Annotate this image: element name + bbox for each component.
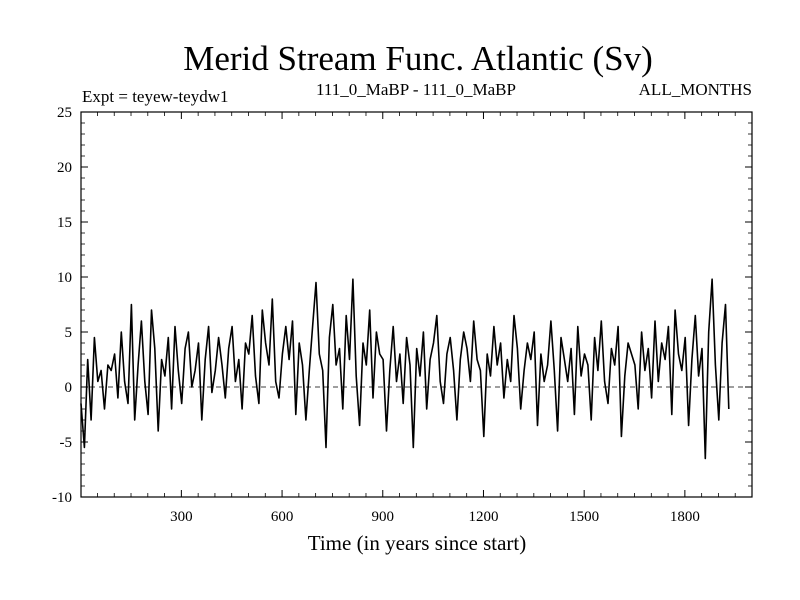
x-tick-label: 1800 <box>670 509 700 525</box>
y-tick-label: 15 <box>57 215 72 231</box>
chart-title: Merid Stream Func. Atlantic (Sv) <box>183 39 653 78</box>
x-axis: 300 600 900 1200 1500 1800 <box>97 112 736 525</box>
period-label: 111_0_MaBP - 111_0_MaBP <box>316 80 516 99</box>
x-tick-label: 1200 <box>468 509 498 525</box>
experiment-label: Expt = teyew-teydw1 <box>82 87 229 106</box>
x-tick-label: 1500 <box>569 509 599 525</box>
y-tick-label: 0 <box>65 380 73 396</box>
y-tick-label: -10 <box>52 490 72 506</box>
y-tick-label: -5 <box>60 435 73 451</box>
series-line <box>80 278 730 460</box>
y-tick-label: 25 <box>57 105 72 121</box>
months-label: ALL_MONTHS <box>639 80 752 99</box>
y-axis: -10 -5 0 5 10 15 20 25 <box>52 105 752 506</box>
y-tick-label: 20 <box>57 160 72 176</box>
x-tick-label: 600 <box>271 509 294 525</box>
x-axis-label: Time (in years since start) <box>308 531 527 555</box>
y-tick-label: 10 <box>57 270 72 286</box>
plot-frame <box>80 111 753 498</box>
x-tick-label: 900 <box>372 509 395 525</box>
x-tick-label: 300 <box>170 509 193 525</box>
y-tick-label: 5 <box>65 325 73 341</box>
